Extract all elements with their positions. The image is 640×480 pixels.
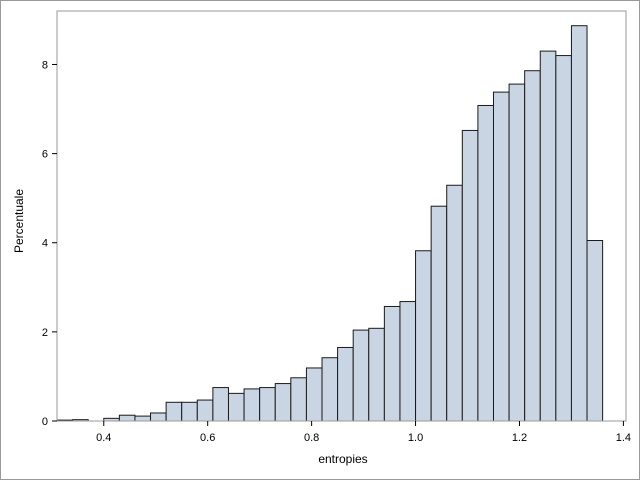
histogram-bar	[492, 91, 510, 422]
histogram-bar	[461, 129, 479, 422]
histogram-bar	[368, 327, 385, 422]
histogram-bar	[570, 25, 588, 422]
y-tick-label: 0	[42, 416, 48, 428]
histogram-bar	[508, 83, 526, 422]
histogram-bar	[477, 104, 494, 422]
histogram-bar	[399, 301, 417, 422]
histogram-bar	[134, 415, 152, 422]
bars-group	[56, 25, 604, 422]
histogram-bar	[181, 401, 198, 422]
x-tick-label: 0.8	[304, 432, 319, 444]
x-tick-label: 1.4	[616, 432, 631, 444]
histogram-bar	[227, 392, 245, 422]
y-tick-label: 2	[42, 327, 48, 339]
histogram-bar	[430, 205, 448, 422]
histogram-bar	[150, 412, 167, 422]
x-tick-label: 0.6	[200, 432, 215, 444]
histogram-bar	[586, 240, 604, 422]
histogram-bar	[243, 388, 261, 422]
histogram-bar	[352, 329, 370, 422]
histogram-bar	[305, 367, 323, 422]
x-tick-label: 1.2	[512, 432, 527, 444]
x-tick-label: 1.0	[408, 432, 423, 444]
x-tick-label: 0.4	[96, 432, 111, 444]
x-axis-ticks: 0.4 0.6 0.8 1.0 1.2 1.4	[96, 421, 631, 444]
y-tick-label: 8	[42, 59, 48, 71]
histogram-bar	[524, 70, 541, 422]
histogram-bar	[383, 305, 401, 422]
x-axis-title: entropies	[318, 452, 367, 466]
plot-area-border	[56, 10, 627, 422]
y-axis-title: Percentuale	[12, 189, 26, 253]
y-tick-label: 4	[42, 238, 48, 250]
histogram-bar	[118, 414, 136, 422]
histogram-bar	[212, 387, 229, 422]
y-axis-ticks: 0 2 4 6 8	[42, 59, 57, 428]
y-tick-label: 6	[42, 149, 48, 161]
histogram-bar	[415, 250, 432, 422]
histogram-bar	[274, 383, 292, 422]
histogram-bar	[337, 346, 354, 422]
histogram-bar	[290, 377, 307, 422]
histogram-bar	[555, 55, 572, 422]
histogram-bar	[196, 399, 214, 422]
histogram-bar	[259, 387, 276, 422]
histogram-bar	[446, 184, 463, 422]
histogram-bar	[539, 50, 557, 422]
histogram-bar	[321, 357, 339, 422]
histogram-bar	[165, 401, 183, 422]
